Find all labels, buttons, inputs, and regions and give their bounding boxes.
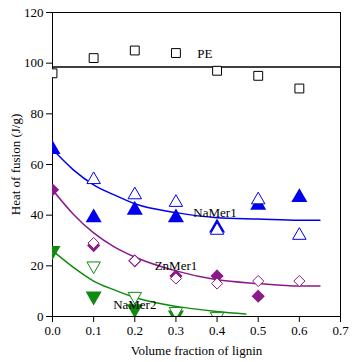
- svg-text:60: 60: [31, 157, 44, 172]
- svg-text:0.5: 0.5: [250, 323, 266, 338]
- svg-text:0.2: 0.2: [127, 323, 143, 338]
- svg-text:0.0: 0.0: [44, 323, 60, 338]
- svg-text:0.6: 0.6: [291, 323, 308, 338]
- svg-text:0.1: 0.1: [86, 323, 102, 338]
- svg-text:0.3: 0.3: [168, 323, 184, 338]
- svg-text:40: 40: [31, 207, 44, 222]
- svg-text:120: 120: [24, 5, 44, 20]
- svg-text:0.4: 0.4: [209, 323, 226, 338]
- svg-text:0: 0: [37, 309, 44, 324]
- svg-text:Heat of fusion (J/g): Heat of fusion (J/g): [8, 114, 23, 215]
- svg-text:0.7: 0.7: [332, 323, 349, 338]
- svg-text:80: 80: [31, 106, 44, 121]
- svg-text:PE: PE: [197, 46, 212, 61]
- svg-text:100: 100: [24, 55, 44, 70]
- svg-text:ZnMer1: ZnMer1: [155, 258, 198, 273]
- svg-text:NaMer2: NaMer2: [113, 297, 156, 312]
- svg-text:Volume fraction of lignin: Volume fraction of lignin: [131, 343, 263, 358]
- svg-text:20: 20: [31, 258, 44, 273]
- svg-text:NaMer1: NaMer1: [193, 205, 236, 220]
